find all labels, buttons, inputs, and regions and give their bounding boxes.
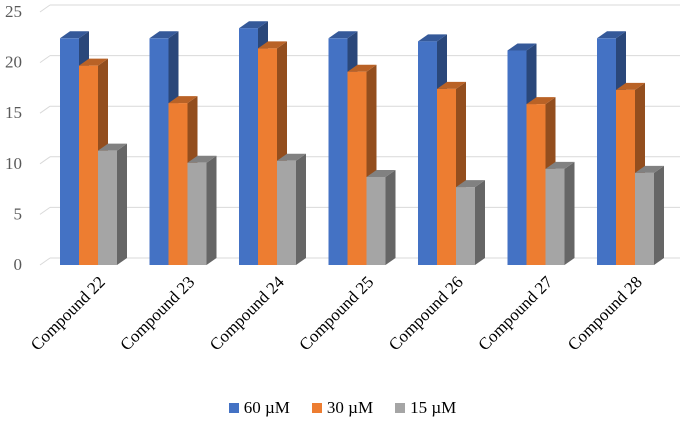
legend-swatch-15um [395,403,406,413]
legend-swatch-60um [228,403,239,413]
legend-label-60um: 60 µM [243,398,290,417]
bar-front [526,104,546,265]
bar-front [597,38,616,266]
bar-front [187,162,207,265]
bar-compound-25-15m [366,169,396,265]
bar-top [635,165,664,173]
gridline-side [39,4,51,13]
bar-front [635,172,654,265]
bar-compound-28-15m [635,165,664,265]
bar-front [507,50,527,266]
x-category-label: Compound 26 [385,272,467,354]
bar-front [168,103,188,265]
x-category-label: Compound 27 [474,272,556,354]
bar-top [258,41,287,49]
bar-side [296,153,306,265]
bar-front [277,160,296,265]
bar-top [366,169,396,177]
bar-front [616,89,635,265]
bar-compound-22-15m [98,143,127,265]
y-tick-label: 10 [5,154,22,173]
bar-compound-27-15m [545,161,575,265]
bar-front [545,168,565,265]
bar-top [277,153,306,161]
gridline-side [39,55,51,64]
bar-top [149,31,179,39]
x-category-label: Compound 28 [564,272,646,354]
y-tick-label: 15 [5,103,22,122]
bar-front [437,88,456,265]
y-axis-tick-labels: 0 5 10 15 20 25 [5,2,22,274]
bar-top [597,31,626,39]
bar-top [328,31,358,39]
gridline-side [39,156,51,165]
legend-item-15um: 15 µM [395,398,456,418]
bar-front [347,71,367,265]
bar-top [187,155,217,163]
y-tick-label: 20 [5,53,22,72]
bar-side [117,143,127,265]
bar-top [60,31,89,39]
bar-top [545,161,575,169]
gridline-side [39,105,51,114]
bar-top [98,143,127,151]
y-tick-label: 5 [14,204,23,223]
x-category-label: Compound 22 [27,272,109,354]
bar-front [239,28,258,265]
bar-side [475,180,485,265]
bar-side [385,169,396,265]
bar-side [654,165,664,265]
bar-compound-23-15m [187,155,217,265]
y-tick-label: 0 [14,255,23,274]
x-category-label: Compound 23 [116,272,198,354]
y-tick-label: 25 [5,2,22,21]
bar-front [328,38,348,266]
bar-top [79,58,108,66]
bar-compound-26-15m [456,180,485,265]
bar-front [149,38,169,266]
x-category-label: Compound 24 [206,272,288,354]
bar-top [456,180,485,188]
bar-side [206,155,217,265]
bar-top [616,82,645,90]
bar-front [79,65,98,265]
bar-top [437,81,466,89]
bar-top [347,64,377,72]
bar-front [60,38,79,266]
bar-top [507,43,537,51]
bar-top [526,97,556,105]
bar-top [418,34,447,42]
bars [60,21,664,266]
legend-swatch-30um [311,403,322,413]
bar-top [168,96,198,104]
legend-label-15um: 15 µM [410,398,457,417]
legend-item-30um: 30 µM [311,398,374,418]
legend-item-60um: 60 µM [228,398,290,418]
bar-front [98,150,117,265]
bar-side [564,161,575,265]
bar-front [366,176,386,265]
bar-front [418,41,437,266]
gridline-side [39,206,51,215]
bar-front [258,48,277,265]
bar-compound-24-15m [277,153,306,265]
legend-label-30um: 30 µM [326,398,374,417]
bar-top [239,21,268,29]
legend: 60 µM 30 µM 15 µM [0,398,685,418]
bar-front [456,187,475,265]
gridline-side [39,257,51,266]
x-category-label: Compound 25 [295,272,377,354]
x-axis-category-labels: Compound 22 Compound 23 Compound 24 Compoun… [27,272,646,354]
